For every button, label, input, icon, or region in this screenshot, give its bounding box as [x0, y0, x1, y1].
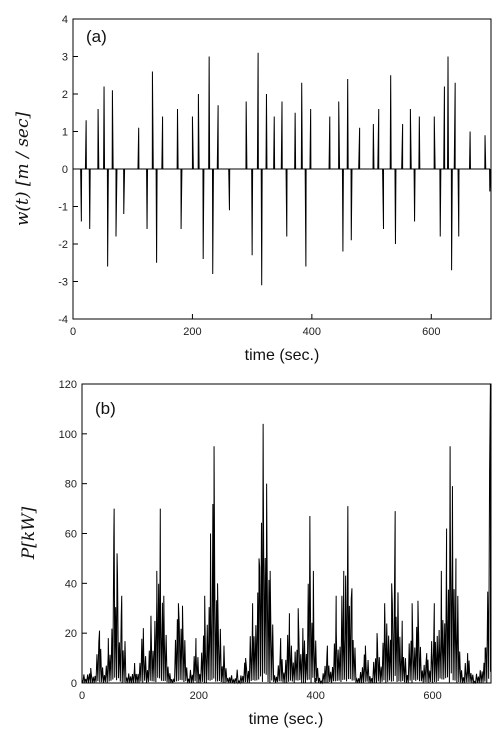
chart-b-x-tick-label: 400 — [307, 690, 325, 702]
chart-b-y-tick-label: 100 — [59, 429, 77, 441]
chart-a-y-tick-label: 4 — [62, 14, 68, 26]
chart-b-ticks: 0 20 40 60 80 100 120 0 200 400 600 — [59, 379, 442, 702]
chart-b: 0 20 40 60 80 100 120 0 200 400 600 (b) time (sec.… — [19, 379, 492, 728]
chart-a-x-tick-label: 0 — [70, 326, 76, 338]
chart-a-y-tick-label: 1 — [62, 127, 68, 139]
chart-a-y-tick-label: -2 — [58, 239, 68, 251]
chart-b-y-tick-label: 80 — [65, 479, 77, 491]
chart-b-y-tick-label: 60 — [65, 529, 77, 541]
chart-a-y-tick-label: -1 — [58, 202, 68, 214]
chart-b-y-tick-label: 20 — [65, 628, 77, 640]
chart-b-y-tick-label: 120 — [59, 379, 77, 391]
chart-b-x-tick-label: 0 — [79, 690, 85, 702]
chart-b-x-tick-label: 600 — [423, 690, 441, 702]
chart-a-panel-label: (a) — [86, 27, 107, 46]
chart-a-y-tick-label: -3 — [58, 277, 68, 289]
chart-a-ticks: -4 -3 -2 -1 0 1 2 3 4 0 200 400 600 — [58, 14, 440, 338]
chart-b-x-axis-label: time (sec.) — [249, 711, 324, 728]
chart-a-y-tick-label: -4 — [58, 314, 68, 326]
chart-a-x-tick-label: 400 — [303, 326, 321, 338]
chart-a-y-tick-label: 0 — [62, 164, 68, 176]
chart-b-y-axis-label: P[kW] — [19, 506, 39, 560]
chart-b-panel-label: (b) — [95, 399, 116, 418]
chart-a-x-tick-label: 200 — [183, 326, 201, 338]
chart-a-y-tick-label: 2 — [62, 89, 68, 101]
chart-a-series-line — [73, 52, 492, 286]
chart-a-x-tick-label: 600 — [422, 326, 440, 338]
chart-b-y-tick-label: 0 — [71, 678, 77, 690]
chart-b-x-tick-label: 200 — [190, 690, 208, 702]
chart-a-x-axis-label: time (sec.) — [245, 347, 320, 364]
chart-b-series-line — [81, 383, 492, 685]
chart-b-y-tick-label: 40 — [65, 578, 77, 590]
chart-a-y-axis-label: w(t) [m / sec] — [13, 111, 33, 226]
chart-a-y-tick-label: 3 — [62, 52, 68, 64]
